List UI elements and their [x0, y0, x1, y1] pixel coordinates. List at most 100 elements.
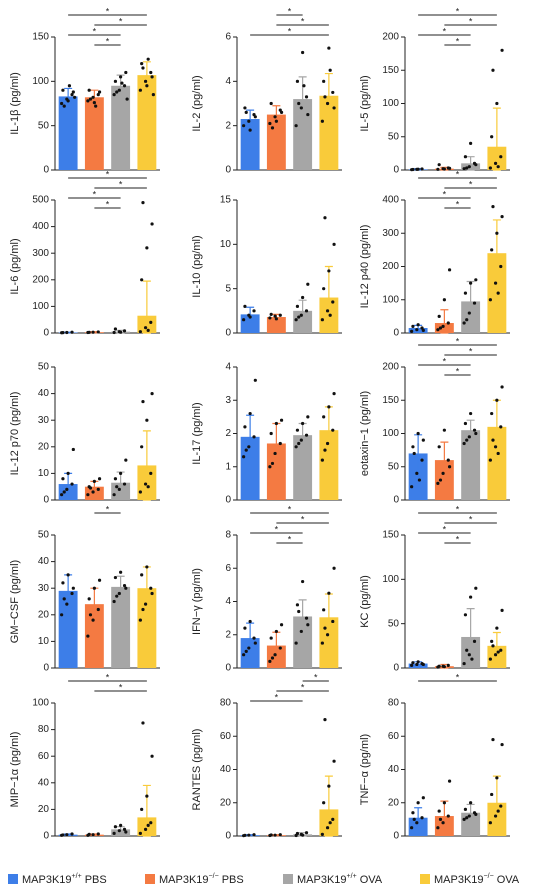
data-point — [438, 478, 443, 482]
data-point — [499, 648, 503, 652]
data-point — [94, 104, 98, 108]
data-point — [495, 101, 499, 106]
data-point — [410, 826, 414, 830]
data-point — [412, 451, 416, 456]
bar — [266, 443, 286, 500]
data-point — [462, 441, 466, 446]
y-tick-label: 200 — [382, 362, 399, 373]
data-point — [410, 329, 414, 333]
y-tick-label: 20 — [388, 797, 400, 808]
data-point — [146, 57, 150, 61]
legend-group: OVA — [497, 874, 520, 886]
bar — [111, 829, 131, 836]
legend-gene: MAP3K19 — [297, 874, 347, 886]
legend-item: MAP3K19−/− PBS — [145, 873, 244, 886]
data-point — [273, 115, 277, 119]
data-point — [472, 639, 477, 644]
bar — [434, 460, 454, 500]
significance-label: * — [288, 504, 292, 514]
data-point — [279, 418, 284, 422]
bar — [111, 586, 131, 668]
data-point — [490, 135, 494, 139]
data-point — [442, 298, 446, 302]
y-tick-label: 0 — [393, 495, 399, 506]
data-point — [87, 832, 91, 837]
data-point — [96, 607, 100, 612]
data-point — [331, 817, 335, 821]
data-point — [465, 816, 469, 820]
y-tick-label: 50 — [38, 362, 50, 373]
data-point — [297, 101, 301, 106]
legend-label: MAP3K19−/− PBS — [159, 873, 244, 886]
data-point — [87, 330, 91, 334]
data-point — [436, 328, 440, 332]
significance-label: * — [106, 6, 110, 16]
data-point — [243, 106, 247, 110]
data-point — [304, 309, 309, 313]
y-tick-label: 10 — [220, 239, 232, 250]
y-tick-label: 200 — [382, 261, 399, 272]
data-point — [247, 833, 251, 837]
data-point — [242, 318, 246, 322]
y-tick-label: 0 — [225, 495, 231, 506]
y-tick-label: 6 — [225, 563, 231, 574]
legend-group: PBS — [222, 874, 244, 886]
data-point — [328, 821, 332, 825]
data-point — [71, 447, 75, 452]
data-point — [467, 814, 471, 818]
bar — [293, 616, 313, 668]
data-point — [327, 784, 331, 788]
data-point — [299, 438, 303, 442]
data-point — [472, 428, 477, 432]
data-point — [474, 163, 478, 167]
data-point — [247, 119, 251, 123]
data-point — [149, 821, 153, 825]
data-point — [268, 465, 272, 469]
data-point — [124, 830, 128, 834]
data-point — [415, 821, 419, 825]
data-point — [91, 330, 95, 334]
data-point — [150, 591, 154, 596]
data-point — [150, 392, 154, 396]
data-point — [442, 801, 446, 805]
data-point — [416, 801, 420, 805]
data-point — [490, 792, 494, 797]
legend-genotype: +/+ — [72, 873, 82, 880]
data-point — [493, 161, 498, 165]
data-point — [86, 634, 90, 638]
data-point — [493, 445, 498, 449]
bar — [461, 430, 481, 500]
data-point — [66, 573, 70, 577]
data-point — [462, 661, 466, 666]
data-point — [500, 385, 504, 389]
data-point — [140, 573, 144, 577]
data-point — [294, 445, 298, 449]
data-point — [269, 101, 273, 106]
y-tick-label: 1 — [225, 461, 231, 472]
data-point — [441, 471, 445, 475]
data-point — [465, 648, 469, 652]
y-tick-label: 300 — [382, 228, 399, 239]
data-point — [496, 650, 500, 654]
data-point — [70, 832, 74, 836]
y-tick-label: 200 — [32, 274, 49, 285]
data-point — [332, 566, 336, 570]
data-point — [327, 269, 331, 273]
data-point — [119, 75, 123, 79]
data-point — [470, 657, 474, 661]
data-point — [122, 827, 127, 831]
data-point — [146, 823, 150, 827]
legend-swatch — [8, 874, 18, 884]
data-point — [143, 602, 148, 606]
bar — [408, 453, 428, 500]
data-point — [270, 461, 275, 466]
data-point — [417, 478, 422, 482]
y-tick-label: 0 — [43, 663, 49, 674]
error-bar — [246, 109, 255, 129]
data-point — [278, 313, 282, 317]
data-point — [320, 641, 324, 645]
error-bar — [142, 61, 151, 90]
data-point — [306, 415, 310, 419]
significance-label: * — [443, 189, 447, 199]
